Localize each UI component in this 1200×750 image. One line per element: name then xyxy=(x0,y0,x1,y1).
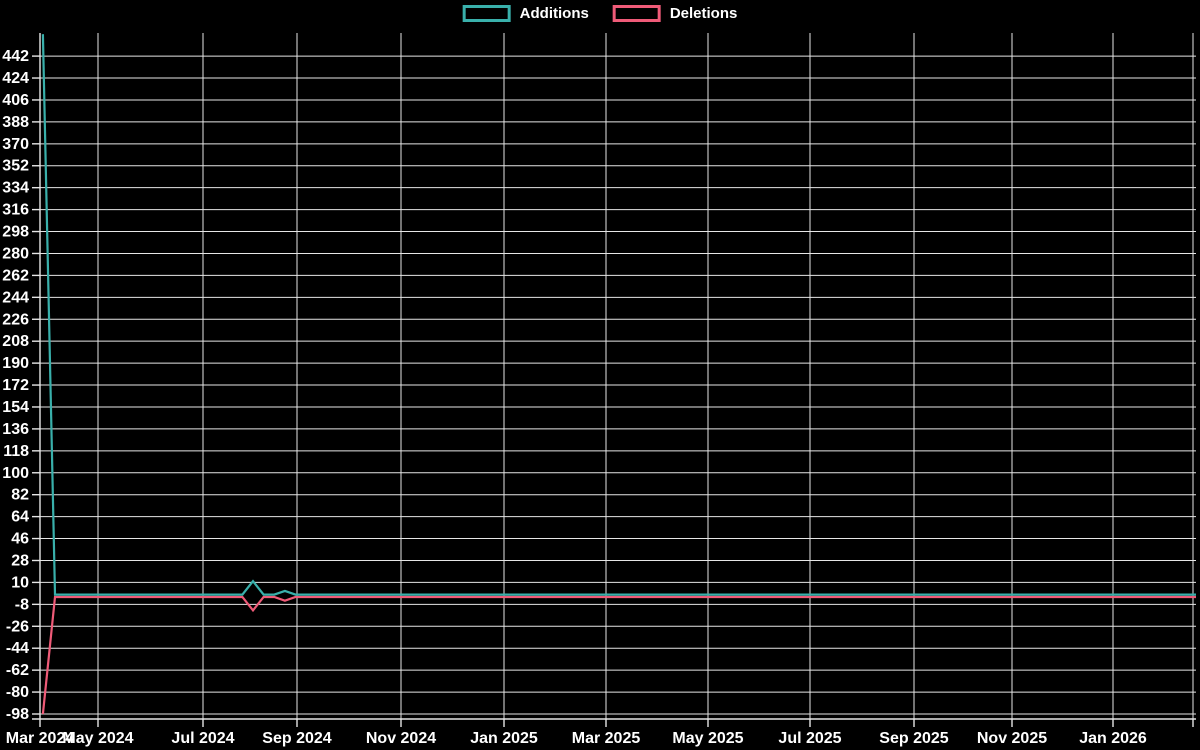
gridlines-group xyxy=(39,33,1196,719)
additions-line xyxy=(41,34,1196,596)
y-tick-label: 154 xyxy=(2,399,29,416)
y-tick-label: 46 xyxy=(11,531,29,548)
x-tick-label: Sep 2024 xyxy=(262,730,331,747)
y-tick-label: 64 xyxy=(11,509,29,526)
x-tick-label: May 2025 xyxy=(672,730,743,747)
y-tick-label: 82 xyxy=(11,487,29,504)
y-tick-label: 172 xyxy=(2,377,29,394)
y-tick-label: 208 xyxy=(2,333,29,350)
x-tick-label: Jul 2024 xyxy=(171,730,234,747)
y-tick-label: 334 xyxy=(2,180,29,197)
x-tick-label: Jan 2025 xyxy=(470,730,538,747)
y-tick-label: 190 xyxy=(2,355,29,372)
y-tick-label: -80 xyxy=(6,684,29,701)
deletions-swatch-icon xyxy=(612,5,661,22)
legend-item-deletions[interactable]: Deletions xyxy=(612,5,738,22)
y-tick-label: 118 xyxy=(3,443,29,460)
deletions-line xyxy=(41,595,1196,715)
y-tick-label: -26 xyxy=(6,618,29,635)
x-tick-label: Nov 2025 xyxy=(977,730,1047,747)
y-tick-label: 370 xyxy=(2,136,29,153)
chart-legend: Additions Deletions xyxy=(462,5,738,22)
y-tick-label: 352 xyxy=(2,158,29,175)
x-tick-label: Jul 2025 xyxy=(778,730,841,747)
x-tick-label: May 2024 xyxy=(62,730,133,747)
x-tick-label: Nov 2024 xyxy=(366,730,436,747)
y-tick-label: 136 xyxy=(2,421,29,438)
x-tick-label: Mar 2025 xyxy=(572,730,641,747)
x-tick-label: Mar 2024 xyxy=(6,730,75,747)
y-tick-label: 280 xyxy=(2,245,29,262)
y-tick-label: 262 xyxy=(2,267,29,284)
y-tick-label: 244 xyxy=(2,289,29,306)
y-tick-label: 406 xyxy=(2,92,29,109)
legend-label-deletions: Deletions xyxy=(669,5,738,22)
legend-item-additions[interactable]: Additions xyxy=(462,5,589,22)
legend-label-additions: Additions xyxy=(519,5,589,22)
y-tick-label: 100 xyxy=(2,465,29,482)
y-tick-label: -98 xyxy=(6,706,29,723)
x-tick-label: Jan 2026 xyxy=(1079,730,1147,747)
y-tick-label: 388 xyxy=(2,114,29,131)
y-tick-label: 28 xyxy=(11,552,29,569)
y-tick-label: -62 xyxy=(6,662,29,679)
axes-group xyxy=(32,33,1196,720)
y-tick-label: -8 xyxy=(15,596,29,613)
y-tick-label: 442 xyxy=(2,48,29,65)
y-tick-label: 298 xyxy=(2,224,29,241)
y-tick-label: 424 xyxy=(2,70,29,87)
y-tick-label: -44 xyxy=(6,640,29,657)
additions-swatch-icon xyxy=(462,5,511,22)
tick-labels-group: 442 424 406 388 370 352 334 316 298 280 262 244 226 2… xyxy=(2,48,1147,747)
y-tick-label: 10 xyxy=(11,574,29,591)
x-tick-label: Sep 2025 xyxy=(879,730,948,747)
tick-marks-group xyxy=(32,55,1194,727)
y-tick-label: 316 xyxy=(2,202,29,219)
y-tick-label: 226 xyxy=(2,311,29,328)
